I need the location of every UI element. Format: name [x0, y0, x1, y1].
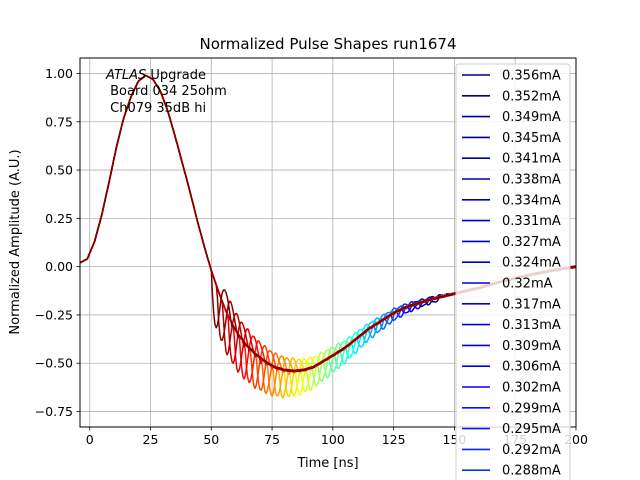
legend-label: 0.334mA [502, 193, 561, 208]
legend-label: 0.349mA [502, 110, 561, 125]
legend-label: 0.345mA [502, 131, 561, 146]
legend-label: 0.295mA [502, 422, 561, 437]
legend-label: 0.356mA [502, 69, 561, 84]
y-tick-label: 1.00 [45, 66, 73, 81]
legend: 0.356mA 0.352mA 0.349mA 0.345mA 0.341mA 0.338… [455, 63, 571, 480]
y-axis-label: Normalized Amplitude (A.U.) [8, 149, 23, 334]
x-tick-label: 25 [143, 432, 159, 447]
x-axis-label: Time [ns] [296, 456, 358, 471]
legend-label: 0.309mA [502, 339, 561, 354]
x-tick-label: 125 [382, 432, 406, 447]
y-tick-label: 0.00 [45, 259, 73, 274]
annotation-block: ATLAS Upgrade Board 034 25ohm Ch079 35dB… [105, 68, 227, 116]
annotation-line-1: ATLAS Upgrade [105, 68, 206, 83]
x-tick-label: 75 [264, 432, 280, 447]
legend-label: 0.338mA [502, 173, 561, 188]
y-tick-label: 0.75 [45, 114, 73, 129]
legend-entries: 0.356mA 0.352mA 0.349mA 0.345mA 0.341mA 0.338… [462, 69, 561, 479]
y-tick-label: 0.50 [45, 163, 73, 178]
y-axis-ticks: −0.75 −0.50 −0.25 0.00 0.25 0.50 0.75 1.00 [35, 66, 80, 419]
legend-label: 0.331mA [502, 214, 561, 229]
legend-label: 0.352mA [502, 89, 561, 104]
legend-frame [455, 63, 571, 480]
y-tick-label: 0.25 [45, 211, 73, 226]
annotation-line-3: Ch079 35dB hi [106, 101, 206, 116]
chart-title: Normalized Pulse Shapes run1674 [199, 35, 456, 53]
legend-label: 0.292mA [502, 443, 561, 458]
x-tick-label: 50 [203, 432, 219, 447]
annotation-atlas: ATLAS [105, 68, 146, 83]
legend-label: 0.324mA [502, 256, 561, 271]
legend-label: 0.302mA [502, 381, 561, 396]
y-tick-label: −0.25 [35, 307, 73, 322]
legend-label: 0.327mA [502, 235, 561, 250]
legend-label: 0.317mA [502, 297, 561, 312]
annotation-line-2: Board 034 25ohm [106, 84, 227, 99]
legend-label: 0.306mA [502, 360, 561, 375]
y-tick-label: −0.75 [35, 404, 73, 419]
x-tick-label: 100 [321, 432, 345, 447]
plot-area-frame [79, 57, 577, 428]
annotation-upgrade: Upgrade [146, 68, 206, 83]
y-tick-label: −0.50 [35, 356, 73, 371]
legend-label: 0.32mA [502, 277, 553, 292]
legend-label: 0.341mA [502, 152, 561, 167]
x-tick-label: 0 [86, 432, 94, 447]
legend-label: 0.299mA [502, 401, 561, 416]
legend-label: 0.313mA [502, 318, 561, 333]
legend-label: 0.288mA [502, 464, 561, 479]
